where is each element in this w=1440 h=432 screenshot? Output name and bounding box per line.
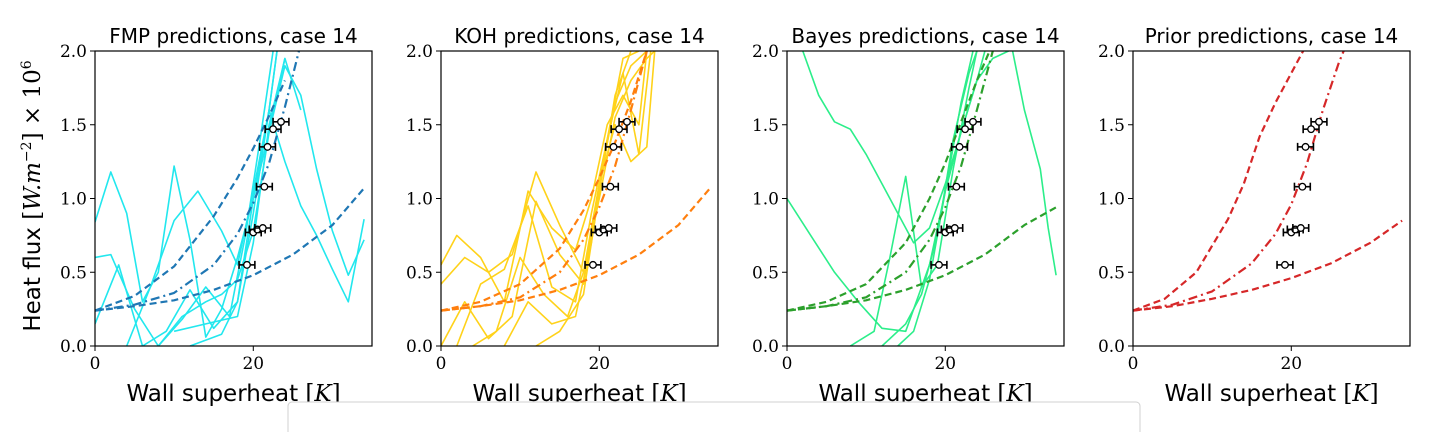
y-tick-label: 1.5	[406, 116, 433, 136]
y-tick-label: 2.0	[60, 42, 87, 62]
panel-title: Prior predictions, case 14	[1145, 24, 1399, 48]
data-point	[956, 125, 974, 134]
model-dashdot-line	[441, 51, 648, 312]
posterior-sample-line	[456, 51, 652, 346]
x-tick-label: 0	[1128, 354, 1139, 374]
y-tick-label: 0.5	[1098, 263, 1125, 283]
data-point	[1302, 125, 1320, 134]
posterior-sample-line	[441, 51, 648, 303]
model-dashed-line	[787, 51, 991, 312]
data-point	[1276, 260, 1294, 269]
posterior-sample-line	[535, 51, 632, 346]
series-group	[95, 51, 365, 346]
posterior-sample-line	[849, 51, 978, 346]
model-dashdot-line	[95, 51, 301, 312]
data-point	[964, 117, 982, 126]
panel-3: Bayes predictions, case 14 0.0 0.5 1.0 1.5 2.…	[752, 24, 1065, 407]
series-group	[1133, 51, 1403, 312]
legend-box	[287, 401, 1141, 432]
data-point	[1293, 182, 1312, 191]
y-tick-label: 0.5	[406, 263, 433, 283]
model-dashed-line	[441, 51, 648, 312]
x-tick-label: 20	[242, 354, 264, 374]
x-tick-label: 0	[436, 354, 447, 374]
model-dashed-line	[95, 187, 365, 312]
model-dashed-line	[1133, 51, 1305, 312]
y-tick-label: 2.0	[1098, 42, 1125, 62]
y-tick-label: 2.0	[752, 42, 779, 62]
series-group	[441, 51, 711, 346]
posterior-sample-line	[173, 57, 302, 333]
y-tick-label: 1.0	[1098, 190, 1125, 210]
y-tick-label: 1.5	[60, 116, 87, 136]
posterior-sample-line	[787, 51, 1009, 333]
panel-title: KOH predictions, case 14	[454, 24, 704, 48]
x-tick-label: 20	[1280, 354, 1302, 374]
y-tick-label: 0.5	[60, 263, 87, 283]
model-dashdot-line	[1133, 51, 1345, 312]
y-tick-label: 0.0	[406, 337, 433, 357]
data-point	[930, 260, 948, 269]
posterior-sample-line	[95, 51, 278, 346]
data-point	[255, 182, 274, 191]
data-point	[584, 260, 602, 269]
series-group	[787, 51, 1057, 346]
x-tick-label: 0	[782, 354, 793, 374]
y-tick-label: 0.0	[60, 337, 87, 357]
y-tick-label: 2.0	[406, 42, 433, 62]
posterior-sample-line	[95, 51, 274, 346]
data-point	[264, 125, 282, 134]
axes-frame	[1132, 50, 1411, 347]
data-point	[604, 142, 623, 151]
posterior-sample-line	[441, 51, 656, 346]
posterior-sample-line	[472, 51, 648, 346]
data-point	[601, 182, 620, 191]
data-point	[610, 125, 628, 134]
data-point	[254, 224, 272, 232]
data-point	[618, 117, 636, 126]
panel-4: Prior predictions, case 14 0.0 0.5 1.0 1.5 2.…	[1098, 24, 1411, 407]
y-tick-label: 1.0	[60, 190, 87, 210]
axes-frame	[786, 50, 1065, 347]
posterior-sample-line	[189, 51, 278, 346]
data-point	[272, 117, 290, 126]
data-point	[1310, 117, 1328, 126]
data-point	[946, 224, 964, 232]
y-tick-label: 1.0	[752, 190, 779, 210]
x-tick-label: 20	[934, 354, 956, 374]
y-tick-label: 1.5	[1098, 116, 1125, 136]
panel-title: Bayes predictions, case 14	[791, 24, 1059, 48]
y-axis-label: Heat flux [W.m−2] × 106	[19, 60, 46, 331]
panel-1: FMP predictions, case 14 0.0 0.5 1.0 1.5 2.0 0…	[60, 24, 373, 407]
data-point	[600, 224, 618, 232]
posterior-sample-line	[1011, 51, 1057, 276]
y-tick-label: 0.0	[752, 337, 779, 357]
data-point	[947, 182, 966, 191]
y-tick-label: 0.0	[1098, 337, 1125, 357]
data-point	[1296, 142, 1315, 151]
model-dashdot-line	[787, 51, 994, 312]
x-axis-label: Wall superheat [K]	[1164, 381, 1378, 407]
data-point	[950, 142, 969, 151]
data-point	[258, 142, 277, 151]
posterior-sample-line	[802, 51, 986, 244]
x-tick-label: 0	[90, 354, 101, 374]
posterior-sample-line	[125, 109, 365, 346]
y-tick-label: 1.5	[752, 116, 779, 136]
posterior-sample-line	[441, 51, 656, 285]
axes-frame	[94, 50, 373, 347]
data-point	[238, 260, 256, 269]
panel-title: FMP predictions, case 14	[109, 24, 357, 48]
posterior-sample-line	[503, 51, 640, 346]
model-dashed-line	[95, 80, 286, 312]
x-tick-label: 20	[588, 354, 610, 374]
posterior-sample-line	[157, 65, 365, 346]
panel-2: KOH predictions, case 14 0.0 0.5 1.0 1.5 2.0 0…	[406, 24, 719, 407]
data-point	[1292, 224, 1310, 232]
model-dashed-line	[1133, 219, 1403, 312]
y-tick-label: 0.5	[752, 263, 779, 283]
y-tick-label: 1.0	[406, 190, 433, 210]
